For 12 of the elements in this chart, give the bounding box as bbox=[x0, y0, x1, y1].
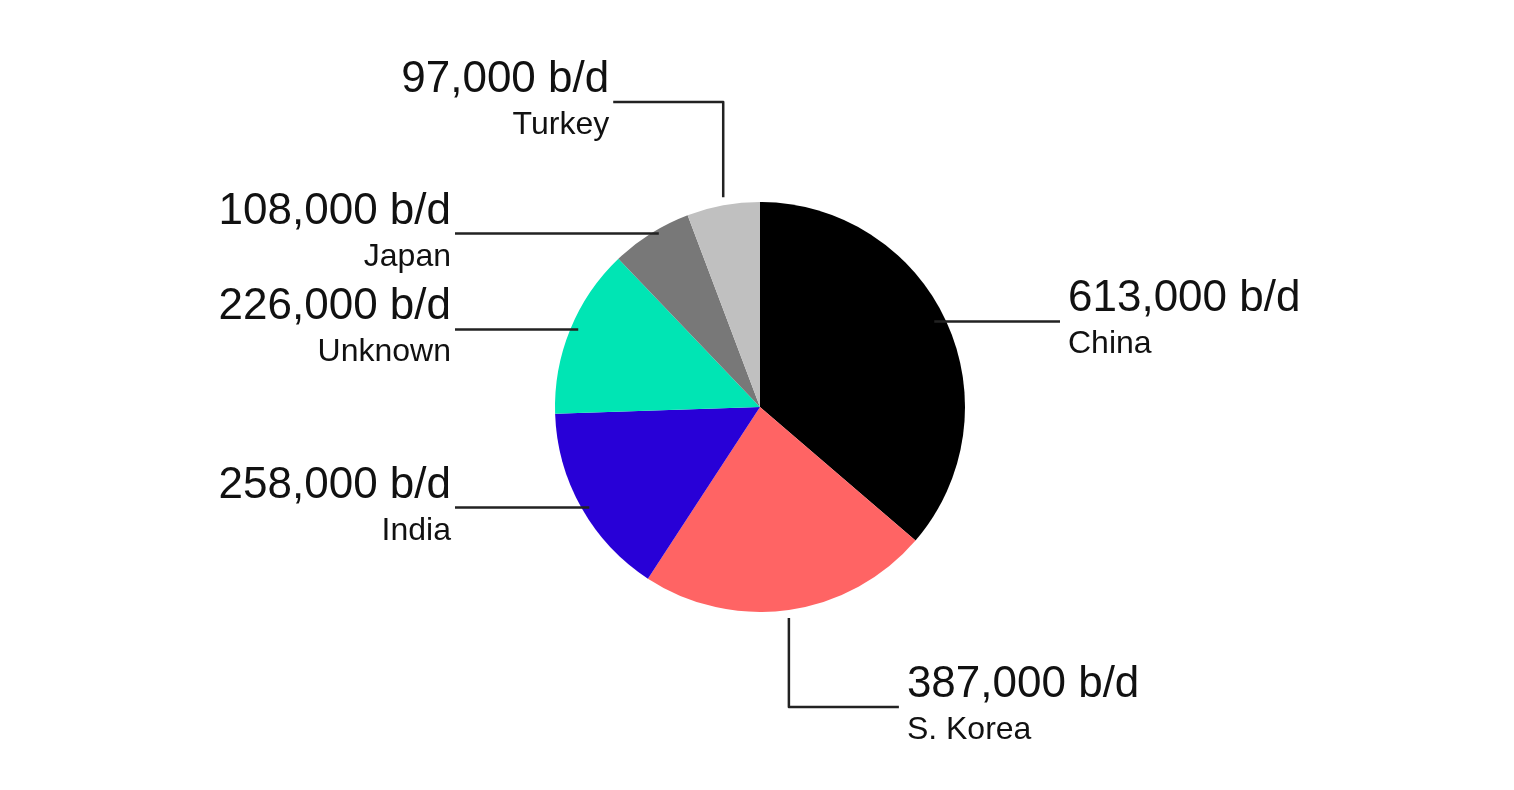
data-label: 258,000 b/d bbox=[218, 457, 451, 507]
data-label: 108,000 b/d bbox=[218, 183, 451, 233]
data-label: 387,000 b/d bbox=[906, 657, 1140, 706]
slice-label: China bbox=[1068, 324, 1152, 361]
data-label: 613,000 b/d bbox=[1068, 271, 1301, 321]
slice-label: Unknown bbox=[317, 332, 451, 369]
slice-label: Turkey bbox=[512, 105, 610, 141]
data-label: 226,000 b/d bbox=[218, 279, 451, 329]
slice-label: Japan bbox=[363, 236, 451, 273]
slice-label: S. Korea bbox=[906, 710, 1032, 746]
data-label: 97,000 b/d bbox=[401, 52, 610, 101]
slice-label: India bbox=[381, 510, 452, 547]
